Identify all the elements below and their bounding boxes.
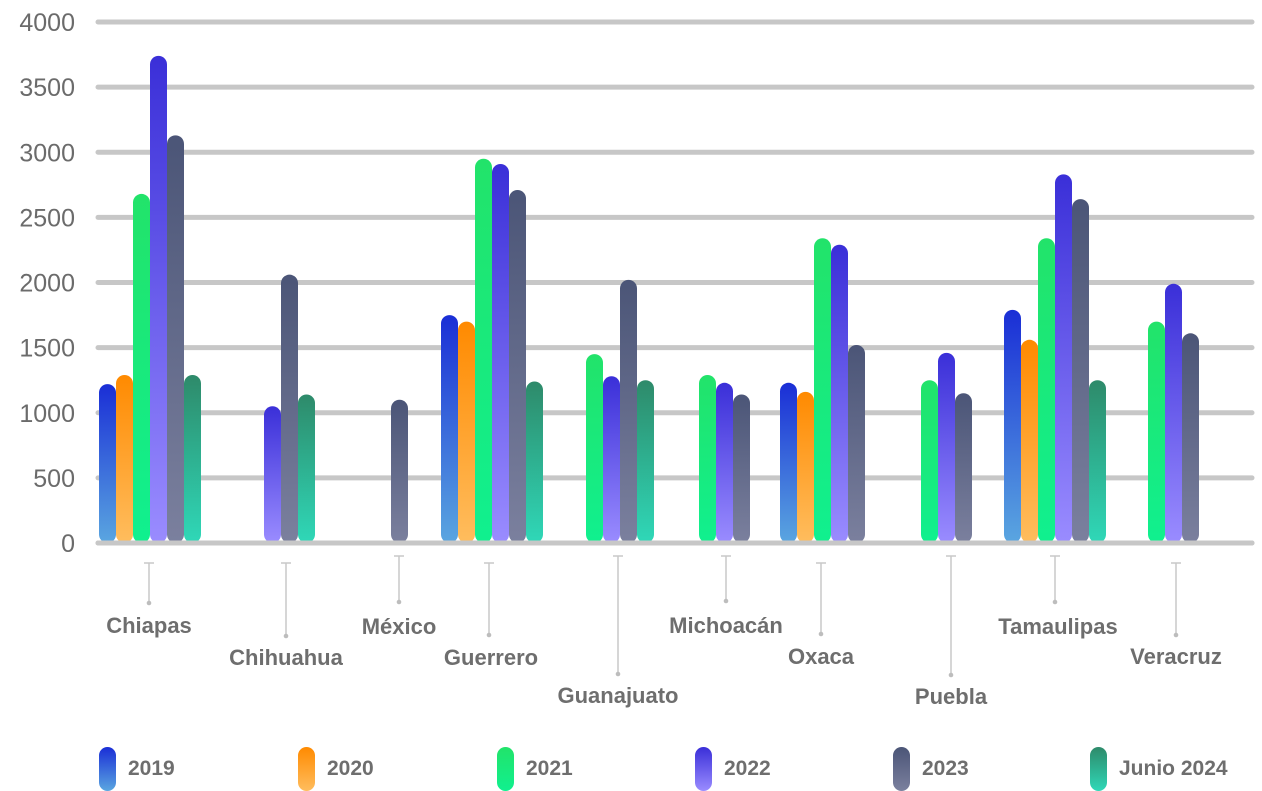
bar-chihuahua-junio-2024 — [298, 394, 315, 543]
y-tick-label-3500: 3500 — [19, 74, 75, 102]
bar-oxaca-2023 — [848, 345, 865, 543]
bar-oxaca-2020 — [797, 391, 814, 543]
y-tick-label-1000: 1000 — [19, 400, 75, 428]
category-label-guanajuato: Guanajuato — [557, 683, 678, 708]
legend-swatch-2020 — [298, 747, 315, 791]
bar-puebla-2021 — [921, 380, 938, 543]
legend-swatch-junio-2024 — [1090, 747, 1107, 791]
legend-swatch-2021 — [497, 747, 514, 791]
bar-guerrero-2023 — [509, 190, 526, 543]
y-tick-label-2500: 2500 — [19, 204, 75, 232]
bar-veracruz-2021 — [1148, 321, 1165, 543]
bar-guanajuato-2022 — [603, 376, 620, 543]
category-label-veracruz: Veracruz — [1130, 644, 1222, 669]
legend-swatch-2019 — [99, 747, 116, 791]
category-label-mexico: México — [362, 614, 437, 639]
y-tick-label-0: 0 — [61, 530, 75, 558]
y-tick-label-2000: 2000 — [19, 270, 75, 298]
leader-dot-chihuahua — [283, 633, 289, 639]
bar-chiapas-2021 — [133, 193, 150, 543]
leader-dot-veracruz — [1173, 632, 1179, 638]
legend-label-2020: 2020 — [327, 757, 374, 780]
bar-michoacan-2021 — [699, 374, 716, 543]
bar-guerrero-2022 — [492, 163, 509, 543]
bar-chihuahua-2023 — [281, 274, 298, 543]
bar-chiapas-2019 — [99, 384, 116, 543]
legend: 2019 2020 2021 2022 2023 Junio 2024 — [99, 747, 1228, 791]
leader-dot-tamaulipas — [1052, 599, 1058, 605]
category-label-puebla: Puebla — [915, 684, 988, 709]
bar-tamaulipas-2020 — [1021, 339, 1038, 543]
bar-chiapas-2023 — [167, 135, 184, 543]
bars — [95, 55, 1255, 546]
bar-oxaca-2021 — [814, 238, 831, 543]
leader-dot-chiapas — [146, 600, 152, 606]
bar-guanajuato-2023 — [620, 279, 637, 543]
category-label-guerrero: Guerrero — [444, 645, 538, 670]
leader-dot-oxaca — [818, 631, 824, 637]
legend-label-2021: 2021 — [526, 757, 573, 780]
bar-oxaca-2019 — [780, 382, 797, 543]
bar-veracruz-2022 — [1165, 283, 1182, 543]
legend-label-2022: 2022 — [724, 757, 771, 780]
bar-tamaulipas-junio-2024 — [1089, 380, 1106, 543]
category-label-chihuahua: Chihuahua — [229, 645, 343, 670]
bar-guerrero-2019 — [441, 315, 458, 543]
bar-guerrero-junio-2024 — [526, 381, 543, 543]
bar-guanajuato-2021 — [586, 354, 603, 543]
bar-tamaulipas-2019 — [1004, 309, 1021, 543]
bar-veracruz-2023 — [1182, 333, 1199, 543]
legend-swatch-2022 — [695, 747, 712, 791]
category-label-michoacan: Michoacán — [669, 613, 783, 638]
y-tick-label-500: 500 — [33, 465, 75, 493]
category-label-chiapas: Chiapas — [106, 613, 192, 638]
bar-mexico-2023 — [391, 399, 408, 543]
y-tick-label-4000: 4000 — [19, 9, 75, 37]
bar-tamaulipas-2021 — [1038, 238, 1055, 543]
category-label-oxaca: Oxaca — [788, 644, 855, 669]
leader-dot-guanajuato — [615, 671, 621, 677]
bar-chiapas-2022 — [150, 55, 167, 544]
leader-dot-guerrero — [486, 632, 492, 638]
x-axis-categories: Chiapas Chihuahua México Guerrero Guanajuato… — [106, 555, 1222, 709]
bar-chihuahua-2022 — [264, 406, 281, 543]
bar-guerrero-2020 — [458, 321, 475, 543]
bar-chiapas-2020 — [116, 374, 133, 543]
legend-label-2023: 2023 — [922, 757, 969, 780]
bar-michoacan-2022 — [716, 382, 733, 543]
legend-label-2019: 2019 — [128, 757, 175, 780]
y-tick-label-1500: 1500 — [19, 335, 75, 363]
leader-dot-mexico — [396, 599, 402, 605]
leader-dot-michoacan — [723, 598, 729, 604]
category-label-tamaulipas: Tamaulipas — [998, 614, 1117, 639]
legend-label-junio-2024: Junio 2024 — [1119, 757, 1228, 780]
y-tick-label-3000: 3000 — [19, 139, 75, 167]
legend-swatch-2023 — [893, 747, 910, 791]
bar-chiapas-junio-2024 — [184, 374, 201, 543]
bar-tamaulipas-2022 — [1055, 174, 1072, 543]
y-axis-ticks: 0 500 1000 1500 2000 2500 3000 3500 4000 — [19, 9, 75, 558]
bar-michoacan-2023 — [733, 394, 750, 543]
bar-oxaca-2022 — [831, 244, 848, 544]
leader-dot-puebla — [948, 672, 954, 678]
bar-guanajuato-junio-2024 — [637, 380, 654, 543]
bar-tamaulipas-2023 — [1072, 199, 1089, 543]
bar-guerrero-2021 — [475, 158, 492, 543]
bar-puebla-2022 — [938, 352, 955, 543]
bar-puebla-2023 — [955, 393, 972, 543]
